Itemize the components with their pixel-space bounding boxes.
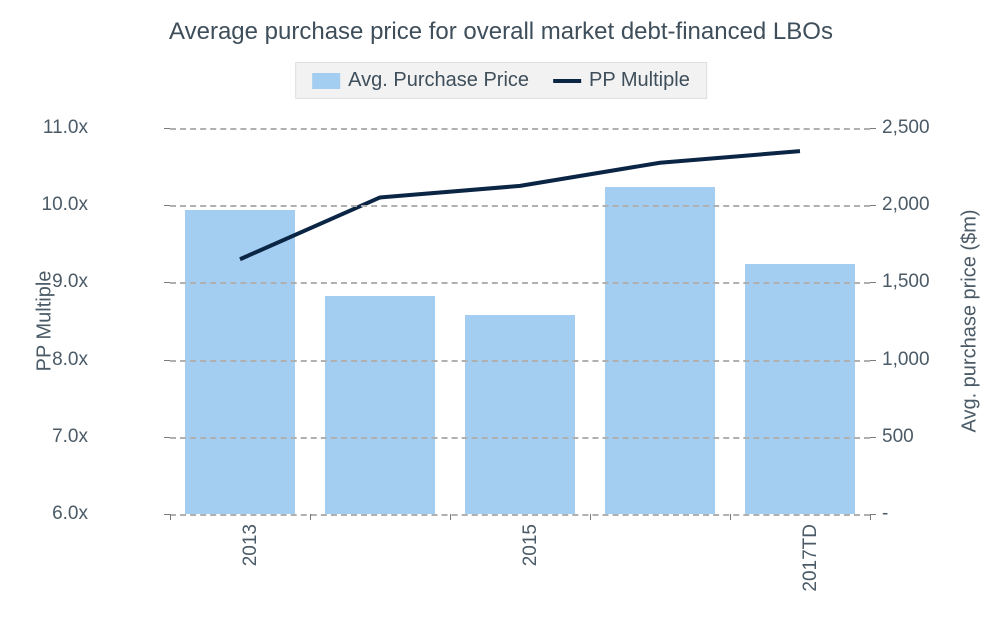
legend: Avg. Purchase Price PP Multiple	[295, 62, 707, 99]
left-tick-label: 9.0x	[52, 271, 88, 293]
legend-swatch-bar	[312, 73, 340, 89]
right-tick	[870, 437, 876, 438]
right-tick	[870, 360, 876, 361]
legend-label-bars: Avg. Purchase Price	[348, 69, 529, 92]
x-tick	[170, 514, 171, 520]
grid-line	[170, 282, 870, 284]
legend-item-line: PP Multiple	[553, 69, 690, 92]
right-tick-label: 1,000	[882, 349, 930, 371]
x-tick	[730, 514, 731, 520]
right-tick	[870, 205, 876, 206]
left-axis-title: PP Multiple	[34, 271, 57, 372]
left-tick-label: 8.0x	[52, 349, 88, 371]
grid-line	[170, 437, 870, 439]
left-tick-label: 7.0x	[52, 426, 88, 448]
left-tick	[164, 128, 170, 129]
left-tick	[164, 360, 170, 361]
left-tick	[164, 205, 170, 206]
right-tick-label: 1,500	[882, 271, 930, 293]
right-tick-label: -	[882, 503, 888, 525]
chart-container: Average purchase price for overall marke…	[0, 0, 1002, 634]
legend-swatch-line	[553, 79, 581, 83]
x-tick	[450, 514, 451, 520]
x-tick	[870, 514, 871, 520]
right-axis-title: Avg. purchase price ($m)	[959, 209, 982, 432]
left-tick-label: 10.0x	[42, 194, 88, 216]
x-tick-label: 2013	[240, 524, 262, 566]
grid-line	[170, 128, 870, 130]
right-tick-label: 2,500	[882, 117, 930, 139]
grid-line	[170, 514, 870, 516]
right-tick	[870, 128, 876, 129]
plot-area: 6.0x7.0x8.0x9.0x10.0x11.0x -5001,0001,50…	[170, 128, 870, 514]
left-tick-label: 11.0x	[43, 117, 88, 139]
x-tick-label: 2015	[520, 524, 542, 566]
left-tick	[164, 282, 170, 283]
line-series	[170, 128, 870, 514]
legend-item-bars: Avg. Purchase Price	[312, 69, 529, 92]
x-tick	[590, 514, 591, 520]
right-tick	[870, 282, 876, 283]
grid-line	[170, 205, 870, 207]
right-tick-label: 500	[882, 426, 914, 448]
left-tick	[164, 437, 170, 438]
grid-line	[170, 360, 870, 362]
right-tick-label: 2,000	[882, 194, 930, 216]
x-tick	[310, 514, 311, 520]
left-tick-label: 6.0x	[52, 503, 88, 525]
x-tick-label: 2017TD	[800, 524, 822, 592]
chart-title: Average purchase price for overall marke…	[0, 18, 1002, 46]
legend-label-line: PP Multiple	[589, 69, 690, 92]
